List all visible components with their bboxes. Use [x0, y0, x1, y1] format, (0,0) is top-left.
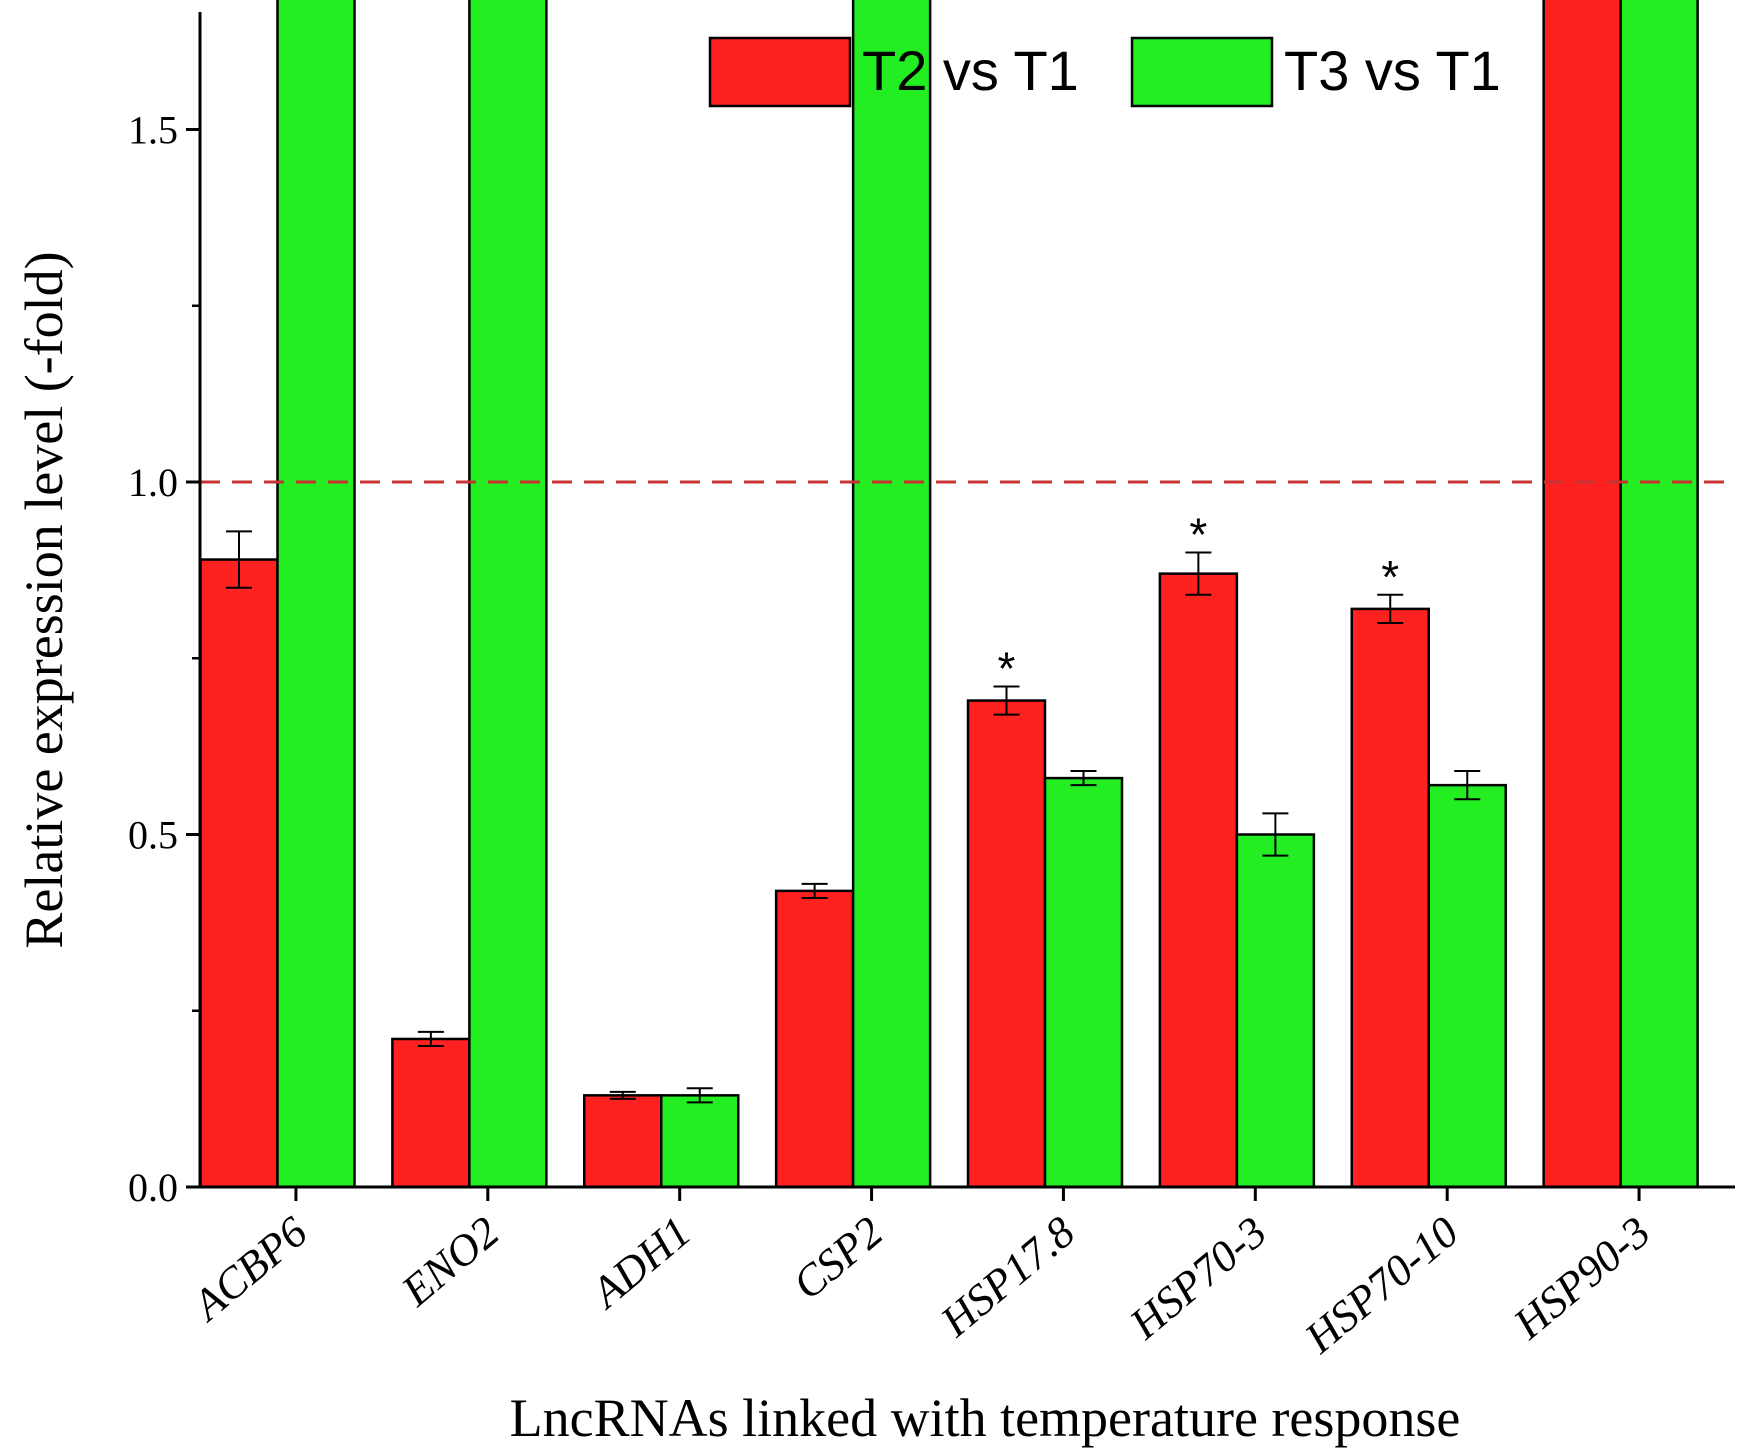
chart-legend: T2 vs T1 T3 vs T1	[708, 36, 1501, 108]
significance-star-0-4: *	[998, 642, 1016, 694]
y-tick-label-2: 1.0	[128, 460, 178, 505]
y-tick-label-0: 0.0	[128, 1165, 178, 1210]
bar-0-3	[774, 889, 855, 1189]
x-category-label-4: HSP17.8	[931, 1207, 1084, 1347]
x-category-label-0: ACBP6	[181, 1207, 316, 1331]
bar-1-3	[851, 0, 932, 1189]
legend-swatch-1	[1130, 36, 1274, 108]
bar-1-2	[660, 1094, 740, 1189]
y-axis-title: Relative expression level (-fold)	[14, 251, 74, 948]
bar-0-1	[391, 1037, 471, 1189]
x-category-label-2: ADH1	[580, 1207, 700, 1319]
bar-1-5	[1235, 833, 1316, 1189]
x-category-label-6: HSP70-10	[1295, 1207, 1468, 1363]
bar-0-7	[1542, 0, 1622, 1189]
legend-swatch-0	[708, 36, 852, 108]
significance-star-0-5: *	[1189, 509, 1207, 561]
bar-0-2	[583, 1094, 663, 1189]
bar-0-5	[1158, 572, 1239, 1189]
y-tick-label-3: 1.5	[128, 108, 178, 153]
bar-1-7	[1619, 0, 1699, 1189]
bar-1-0	[276, 0, 356, 1189]
chart-marks: *******	[199, 0, 1735, 1189]
bar-1-6	[1427, 783, 1507, 1189]
bar-0-6	[1350, 607, 1430, 1189]
bar-1-4	[1043, 776, 1124, 1189]
bar-0-0	[199, 558, 279, 1189]
legend-label-1: T3 vs T1	[1284, 39, 1501, 102]
bar-0-4	[966, 699, 1047, 1189]
significance-star-0-6: *	[1381, 551, 1399, 603]
bar-1-1	[468, 0, 548, 1189]
x-axis-title: LncRNAs linked with temperature response	[510, 1388, 1461, 1448]
legend-label-0: T2 vs T1	[862, 39, 1079, 102]
x-category-label-7: HSP90-3	[1504, 1207, 1660, 1349]
x-category-label-1: ENO2	[392, 1207, 509, 1316]
x-category-label-3: CSP2	[784, 1207, 892, 1309]
y-tick-label-1: 0.5	[128, 813, 178, 858]
x-category-label-5: HSP70-3	[1120, 1207, 1276, 1349]
